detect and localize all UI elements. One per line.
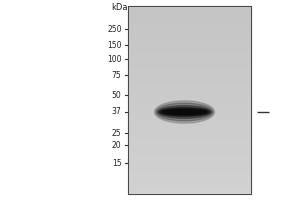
Text: 75: 75	[112, 71, 122, 79]
Text: 20: 20	[112, 140, 122, 149]
Text: kDa: kDa	[111, 2, 128, 11]
Ellipse shape	[167, 110, 203, 114]
Text: 250: 250	[107, 24, 122, 33]
Text: 150: 150	[107, 40, 122, 49]
Text: 50: 50	[112, 90, 122, 99]
Text: 25: 25	[112, 129, 122, 138]
Ellipse shape	[156, 103, 213, 121]
Text: 37: 37	[112, 108, 122, 116]
Ellipse shape	[158, 106, 211, 118]
Ellipse shape	[159, 108, 210, 116]
Ellipse shape	[161, 109, 208, 115]
Ellipse shape	[164, 110, 206, 114]
Text: 15: 15	[112, 158, 122, 168]
Text: 100: 100	[107, 54, 122, 64]
Ellipse shape	[154, 101, 214, 123]
